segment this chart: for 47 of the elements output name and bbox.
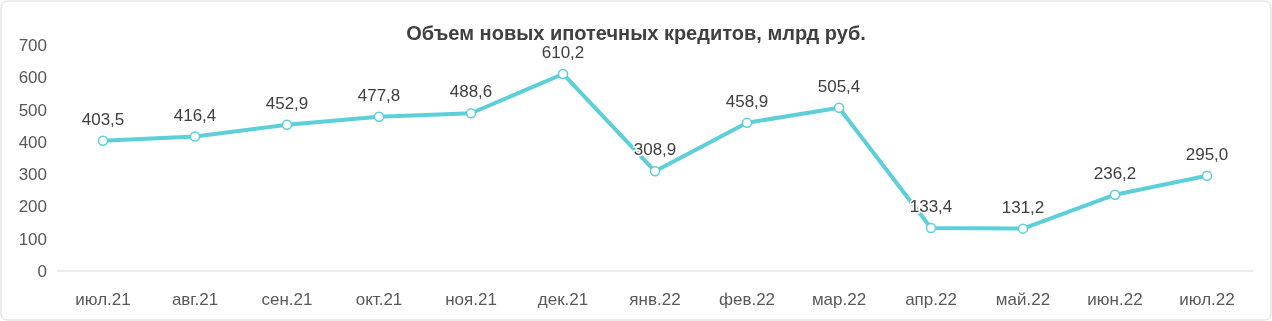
point [741,117,753,129]
y-tick-label: 400 [18,132,47,152]
data-label: 458,9 [725,91,769,111]
x-tick-label: сен.21 [261,290,313,309]
data-label: 295,0 [1185,144,1229,164]
x-tick-label: фев.22 [718,290,776,309]
data-label: 505,4 [817,76,861,96]
x-tick-label: ноя.21 [445,290,497,309]
x-tick-label: июл.22 [1179,290,1235,309]
x-tick-label: июн.22 [1087,290,1143,309]
x-tick-label: апр.22 [905,290,957,309]
point [833,102,845,114]
y-tick-label: 200 [18,197,47,217]
point [649,166,661,177]
y-tick-label: 0 [37,262,47,281]
x-tick-label: авг.21 [171,290,219,309]
point [465,108,477,119]
point [281,119,293,131]
data-label: 236,2 [1093,163,1137,183]
x-tick-label: июл.21 [75,290,131,309]
data-label: 416,4 [173,105,217,125]
point [925,222,937,234]
data-label: 452,9 [265,93,309,113]
y-tick-label: 300 [18,165,47,185]
x-tick-label: янв.22 [629,290,681,309]
point [189,131,201,142]
point [1201,170,1213,182]
point [1109,189,1121,200]
y-tick-label: 100 [18,229,47,249]
point [1017,223,1029,234]
data-label: 308,9 [633,140,677,160]
point [557,68,569,80]
point [97,135,109,146]
x-tick-label: май.22 [995,290,1051,309]
point [373,111,385,122]
data-label: 477,8 [357,85,401,105]
x-tick-label: мар.22 [811,290,867,309]
chart-title: Объем новых ипотечных кредитов, млрд руб. [406,22,866,44]
y-tick-label: 700 [18,36,47,55]
x-tick-label: окт.21 [355,290,403,309]
data-label: 403,5 [81,109,125,129]
y-tick-label: 600 [18,68,47,88]
data-label: 131,2 [1001,197,1045,217]
x-tick-label: дек.21 [537,290,589,309]
data-label: 610,2 [541,42,585,62]
data-label: 488,6 [449,82,493,102]
y-tick-label: 500 [18,100,47,120]
